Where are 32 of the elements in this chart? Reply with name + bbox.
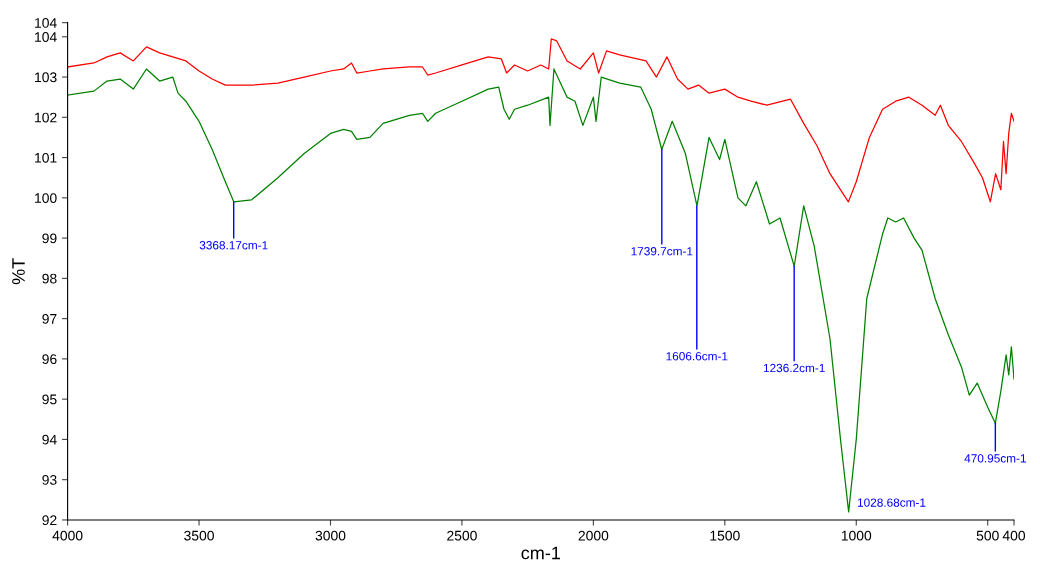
y-tick-label: 94 xyxy=(42,434,57,445)
y-tick-label: 98 xyxy=(42,273,57,284)
x-tick-label: 2500 xyxy=(447,530,477,541)
annotation: 1236.2cm-1 xyxy=(763,363,825,373)
y-tick-label: 103 xyxy=(35,72,57,83)
x-tick-label: 400 xyxy=(1002,530,1026,541)
x-tick-label: 2000 xyxy=(578,530,609,541)
y-tick-label: 96 xyxy=(42,354,57,365)
y-tick-label: 92 xyxy=(42,515,57,526)
y-tick-label: 99 xyxy=(42,233,57,244)
x-tick-label: 500 xyxy=(976,530,999,541)
annotation: 1739.7cm-1 xyxy=(631,247,693,256)
y-axis-title: %T xyxy=(12,258,25,285)
x-axis-title: cm-1 xyxy=(521,546,560,560)
y-tick-label: 93 xyxy=(42,475,57,485)
y-tick-label: 104 xyxy=(35,32,57,42)
annotation: 1028.68cm-1 xyxy=(857,498,926,507)
x-tick-label: 1000 xyxy=(841,530,872,541)
annotation: 1606.6cm-1 xyxy=(666,352,728,361)
y-tick-label: 97 xyxy=(42,313,57,324)
y-tick-label: 101 xyxy=(35,152,57,163)
y-tick-label: 100 xyxy=(35,193,57,203)
y-tick-label: 102 xyxy=(35,112,57,123)
annotation: 3368.17cm-1 xyxy=(199,241,268,250)
x-tick-label: 1500 xyxy=(710,530,740,541)
line-series xyxy=(67,38,1014,203)
y-tick-label: 95 xyxy=(42,394,57,405)
x-tick-label: 3500 xyxy=(184,530,214,541)
annotation: 470.95cm-1 xyxy=(964,454,1026,463)
y-tick-label: 104 xyxy=(35,18,57,28)
x-tick-label: 4000 xyxy=(52,530,83,541)
x-tick-label: 3000 xyxy=(315,530,346,541)
